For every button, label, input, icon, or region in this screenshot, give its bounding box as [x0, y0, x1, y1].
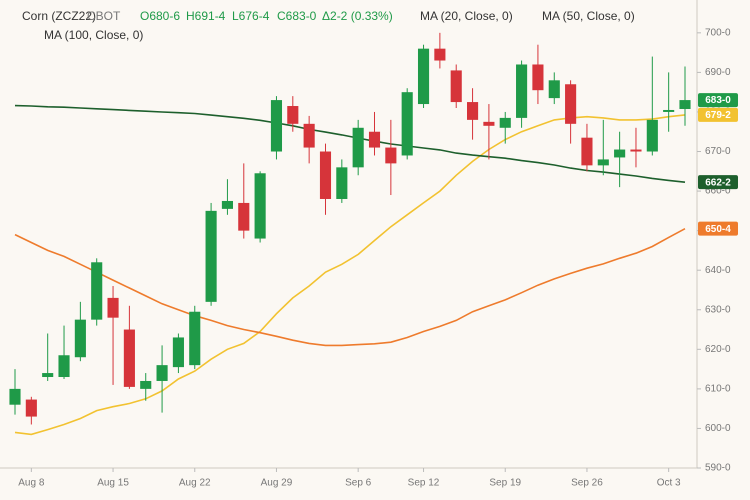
- candle-body: [417, 48, 430, 105]
- price-badge-label: 679-2: [705, 110, 731, 121]
- candle-body: [336, 167, 348, 199]
- candle-body: [287, 106, 299, 124]
- candle-body: [205, 210, 217, 302]
- symbol: Corn (ZCZ22): [22, 9, 96, 23]
- candle-body: [434, 48, 446, 61]
- candle-body: [270, 100, 283, 152]
- candle-body: [516, 64, 528, 118]
- candle-body: [254, 173, 266, 239]
- y-tick-label: 630-0: [705, 304, 731, 315]
- price-badge: [698, 221, 738, 236]
- candle-body: [123, 329, 135, 387]
- candle-body: [91, 262, 103, 320]
- low-text: L676-4: [232, 9, 270, 23]
- price-badge: [698, 93, 738, 108]
- candle-body: [499, 117, 511, 128]
- candle-body: [58, 355, 70, 378]
- x-tick-label: Sep 6: [345, 478, 372, 489]
- candle-body: [548, 80, 560, 99]
- candle-body: [172, 337, 184, 368]
- candle-body: [189, 311, 201, 366]
- candle-body: [467, 102, 479, 120]
- y-tick-label: 700-0: [705, 27, 731, 38]
- candle-body: [532, 64, 544, 91]
- x-tick-label: Sep 12: [408, 478, 440, 489]
- candle-body: [238, 202, 250, 231]
- candle-body: [630, 149, 642, 152]
- candle-body: [663, 109, 675, 112]
- price-badge: [698, 175, 738, 190]
- candle-body: [483, 121, 495, 126]
- candle-body: [74, 319, 86, 358]
- x-tick-label: Aug 22: [179, 478, 211, 489]
- plot: [9, 32, 691, 436]
- x-tick-label: Sep 19: [489, 478, 521, 489]
- price-badge-label: 662-2: [705, 177, 731, 188]
- ma-line: [14, 104, 686, 183]
- open-text: O680-6: [140, 9, 180, 23]
- candle-body: [450, 70, 462, 103]
- candle-body: [221, 200, 233, 209]
- ma-line: [14, 227, 686, 347]
- x-tick-label: Oct 3: [657, 478, 681, 489]
- legend-entry: MA (100, Close, 0): [44, 28, 143, 42]
- candle-body: [597, 159, 609, 166]
- y-tick-label: 600-0: [705, 423, 731, 434]
- candle-body: [352, 127, 364, 168]
- candle-body: [565, 84, 577, 124]
- price-badge-label: 650-4: [705, 224, 731, 235]
- x-tick-label: Aug 8: [18, 478, 45, 489]
- y-tick-label: 690-0: [705, 67, 731, 78]
- x-tick-label: Sep 26: [571, 478, 603, 489]
- candle-body: [25, 399, 37, 417]
- change-text: Δ2-2 (0.33%): [322, 9, 393, 23]
- candle-body: [581, 137, 593, 166]
- candle-body: [401, 92, 413, 156]
- candle-body: [385, 147, 397, 164]
- y-tick-label: 620-0: [705, 344, 731, 355]
- close-text: C683-0: [277, 9, 317, 23]
- candle-body: [614, 149, 626, 158]
- candle-body: [9, 388, 21, 405]
- x-tick-label: Aug 29: [261, 478, 293, 489]
- price-badge: [698, 107, 738, 122]
- header: Corn (ZCZ22) CBOT O680-6 H691-4 L676-4 C…: [22, 9, 635, 42]
- high-text: H691-4: [186, 9, 226, 23]
- x-tick-label: Aug 15: [97, 478, 129, 489]
- candle-body: [107, 297, 119, 318]
- candle-body: [368, 131, 381, 148]
- y-tick-label: 660-0: [705, 186, 731, 197]
- candle-body: [646, 119, 658, 152]
- candle-body: [140, 380, 152, 389]
- y-tick-label: 670-0: [705, 146, 731, 157]
- y-tick-label: 610-0: [705, 384, 731, 395]
- candle-body: [679, 100, 691, 109]
- candle-body: [303, 123, 315, 148]
- legend-entry: MA (20, Close, 0): [420, 9, 513, 23]
- candle-body: [42, 373, 54, 378]
- legend-entry: MA (50, Close, 0): [542, 9, 635, 23]
- price-badge-label: 683-0: [705, 95, 731, 106]
- y-tick-label: 640-0: [705, 265, 731, 276]
- y-tick-label: 590-0: [705, 463, 731, 474]
- exchange: CBOT: [87, 9, 121, 23]
- candle-body: [319, 151, 332, 199]
- candle-body: [156, 365, 168, 381]
